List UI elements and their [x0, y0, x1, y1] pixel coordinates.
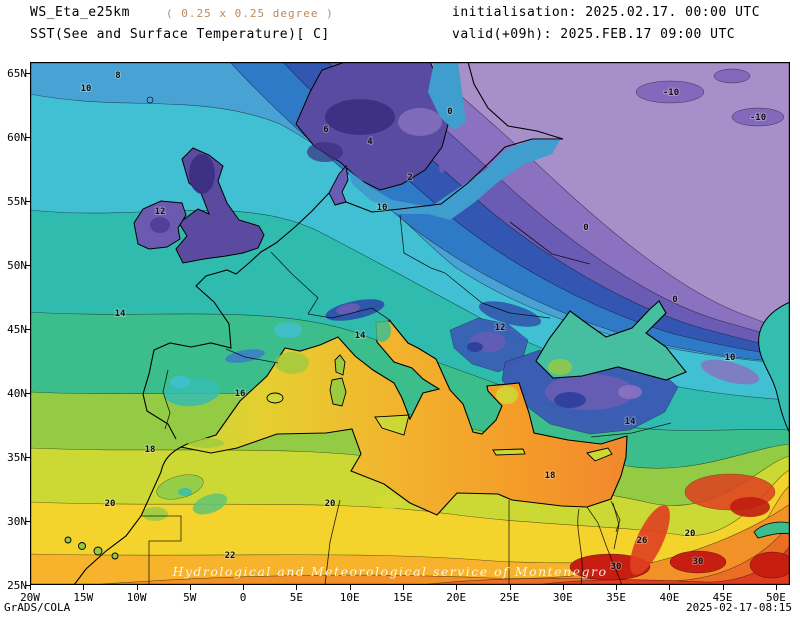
contour-label: 22: [225, 551, 236, 561]
valid-time-label: valid(+09h): 2025.FEB.17 09:00 UTC: [452, 27, 736, 42]
lon-tick-mark: [509, 585, 511, 590]
lon-tick-mark: [616, 585, 618, 590]
lon-tick-mark: [775, 585, 777, 590]
contour-label: 20: [325, 499, 336, 509]
lon-tick-mark: [349, 585, 351, 590]
lon-tick-mark: [30, 585, 31, 590]
lon-tick-mark: [403, 585, 404, 590]
lon-tick-mark: [722, 585, 724, 590]
map-frame: [30, 62, 790, 585]
lon-tick-label: 45E: [712, 591, 733, 604]
lon-tick-mark: [136, 585, 138, 590]
contour-label: 10: [725, 353, 736, 363]
contour-label: 6: [323, 125, 328, 135]
watermark: Hydrological and Meteorological service …: [171, 564, 607, 579]
grid-resolution-label: ( 0.25 x 0.25 degree ): [166, 7, 334, 20]
lat-tick-label: 45N: [7, 322, 27, 336]
lat-tick-label: 25N: [7, 579, 27, 592]
contour-label: 30: [611, 562, 622, 572]
lat-tick-mark: [25, 328, 30, 330]
lon-tick-label: 50E: [765, 591, 786, 604]
country-borders: [141, 214, 672, 585]
lat-tick-mark: [25, 200, 30, 202]
lat-tick-label: 60N: [7, 130, 27, 144]
lat-tick-mark: [25, 136, 30, 138]
scandinavia-landmass: [295, 62, 451, 191]
lat-tick-mark: [25, 392, 30, 394]
contour-label: -10: [663, 88, 679, 98]
lon-tick-label: 15E: [393, 591, 413, 604]
grads-credit: GrADS/COLA: [4, 601, 71, 614]
lon-tick-label: 30E: [552, 591, 573, 604]
lat-tick-mark: [25, 72, 30, 74]
lat-tick-label: 30N: [7, 515, 27, 528]
lon-tick-label: 10E: [339, 591, 360, 604]
lon-tick-label: 20E: [446, 591, 467, 604]
lat-tick-label: 40N: [7, 386, 27, 400]
contour-label: 10: [81, 84, 92, 94]
lon-tick-mark: [296, 585, 298, 590]
model-title: WS_Eta_e25km: [30, 5, 130, 20]
contour-label: 20: [685, 529, 696, 539]
lon-tick-label: 20W: [20, 591, 40, 604]
caspian-sea: [758, 301, 790, 434]
contour-label: 4: [367, 137, 373, 147]
contour-label: 14: [115, 309, 126, 319]
contour-label: 0: [447, 107, 452, 117]
lon-tick-label: 0: [239, 591, 247, 604]
lat-tick-label: 65N: [7, 66, 27, 80]
contour-label: 14: [625, 417, 636, 427]
black-sea: [535, 300, 687, 381]
contour-label: 0: [672, 295, 677, 305]
contour-label: 8: [115, 71, 120, 81]
lon-tick-label: 35E: [606, 591, 627, 604]
contour-label: 2: [407, 173, 412, 183]
lon-tick-label: 10W: [126, 591, 147, 604]
contour-label: 16: [235, 389, 246, 399]
lon-tick-mark: [562, 585, 564, 590]
lon-tick-label: 25E: [499, 591, 520, 604]
lat-tick-mark: [25, 457, 30, 458]
contour-label: 10: [377, 203, 388, 213]
lon-tick-label: 40E: [659, 591, 680, 604]
persian-gulf: [753, 521, 790, 539]
contour-label: 12: [155, 207, 166, 217]
contour-label: 14: [355, 331, 366, 341]
lat-tick-mark: [25, 585, 30, 586]
field-title: SST(See and Surface Temperature)[ C]: [30, 27, 330, 42]
creation-timestamp: 2025-02-17-08:15: [686, 601, 792, 614]
british-isles: [133, 96, 265, 264]
lon-tick-mark: [243, 585, 245, 590]
coldest-pockets: [635, 68, 785, 127]
contour-label: 18: [145, 445, 156, 455]
lon-tick-mark: [189, 585, 191, 590]
lon-tick-label: 5E: [289, 591, 304, 604]
lat-tick-mark: [25, 521, 30, 522]
hot-core-patches: [569, 550, 790, 581]
contour-label: 12: [495, 323, 506, 333]
contour-label: 0: [583, 223, 588, 233]
lat-tick-label: 55N: [7, 194, 27, 208]
lon-tick-mark: [456, 585, 458, 590]
contour-label: 26: [637, 536, 648, 546]
lon-tick-mark: [669, 585, 671, 590]
initialisation-label: initialisation: 2025.02.17. 00:00 UTC: [452, 5, 761, 20]
lat-tick-mark: [25, 264, 30, 266]
baltic-sea: [348, 62, 560, 220]
lat-tick-label: 50N: [7, 258, 27, 272]
lon-tick-label: 15W: [73, 591, 94, 604]
contour-label: 20: [105, 499, 116, 509]
contour-label: -10: [750, 113, 766, 123]
lat-tick-label: 35N: [7, 451, 27, 464]
mediterranean-islands: [64, 354, 613, 560]
lon-tick-mark: [83, 585, 85, 590]
contour-label: 30: [693, 557, 704, 567]
lon-tick-label: 5W: [183, 591, 197, 604]
contour-label: 18: [545, 471, 556, 481]
atlantic-coastlines: [73, 62, 564, 585]
